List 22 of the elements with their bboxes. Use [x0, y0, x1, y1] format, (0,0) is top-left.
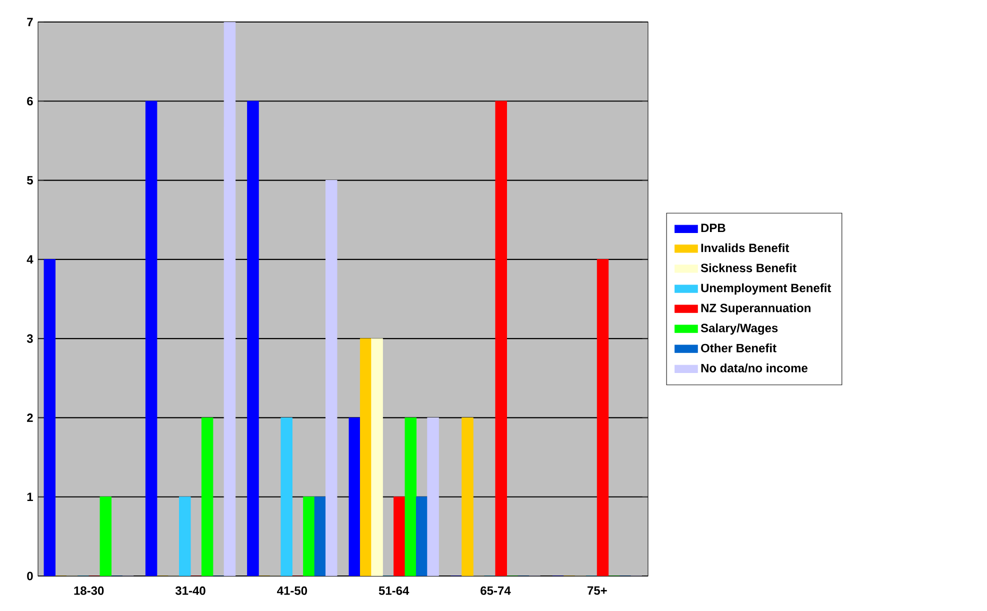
x-tick-label: 75+ — [588, 586, 607, 595]
y-tick-label: 2 — [27, 414, 33, 422]
y-tick-label: 1 — [27, 492, 33, 501]
y-tick-label: 5 — [26, 176, 33, 184]
legend-label: Sickness Benefit — [700, 263, 796, 272]
legend-label: DPB — [701, 224, 726, 232]
legend-label: Unemployment Benefit — [701, 283, 832, 295]
x-tick-label: 51-64 — [378, 586, 410, 595]
legend-label: Invalids Benefit — [701, 243, 790, 252]
legend-label: Other Benefit — [701, 344, 776, 352]
x-tick-label: 41-50 — [277, 586, 308, 595]
y-tick-label: 4 — [26, 255, 34, 264]
legend-label: No data/no income — [701, 364, 808, 372]
y-tick-label: 3 — [26, 334, 33, 343]
y-tick-label: 7 — [27, 18, 33, 26]
legend-label: Salary/Wages — [700, 323, 778, 335]
x-tick-label: 18-30 — [74, 586, 104, 595]
x-tick-label: 65-74 — [480, 586, 511, 595]
x-tick-label: 31-40 — [175, 586, 206, 595]
legend-label: NZ Superannuation — [701, 303, 810, 315]
y-tick-label: 0 — [27, 572, 33, 580]
y-tick-label: 6 — [27, 96, 33, 106]
